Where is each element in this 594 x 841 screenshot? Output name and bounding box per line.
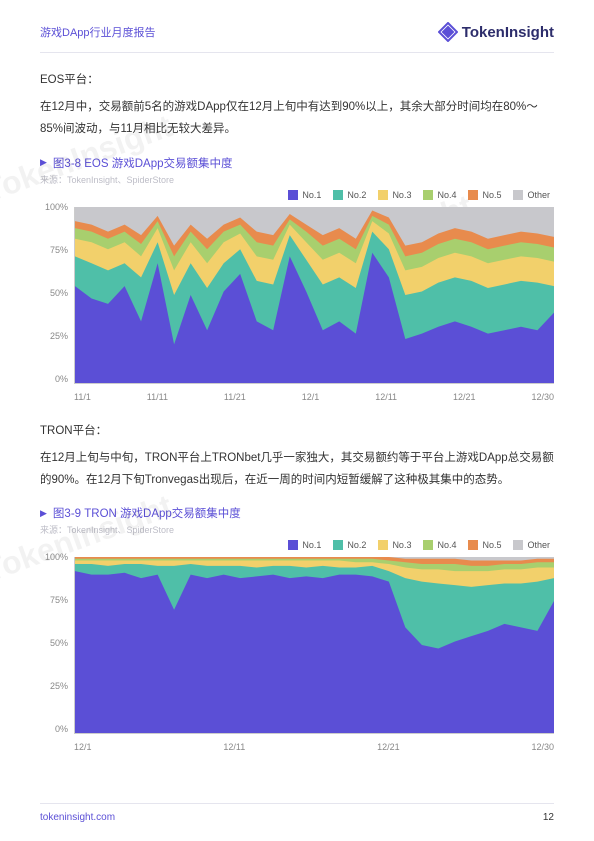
chart-tron-legend: No.1 No.2 No.3 No.4 No.5 Other [40,540,554,550]
axis-tick: 0% [40,374,68,384]
doc-title: 游戏DApp行业月度报告 [40,24,156,40]
tron-section-para: 在12月上旬与中旬，TRON平台上TRONbet几乎一家独大，其交易额约等于平台… [40,448,554,492]
chart-eos-source: 来源：TokenInsight、SpiderStore [40,173,554,186]
axis-tick: 100% [40,202,68,212]
page-header: 游戏DApp行业月度报告 TokenInsight [0,0,594,52]
legend-label: No.3 [392,190,411,200]
legend-item: No.2 [333,540,366,550]
axis-tick: 12/1 [74,742,92,752]
legend-swatch [468,540,478,550]
axis-tick: 12/11 [223,742,245,752]
chart-eos-xaxis: 11/1 11/11 11/21 12/1 12/11 12/21 12/30 [74,392,554,402]
chart-eos-yaxis: 100% 75% 50% 25% 0% [40,202,72,384]
legend-swatch [378,540,388,550]
legend-label: No.3 [392,540,411,550]
axis-tick: 25% [40,331,68,341]
legend-label: No.2 [347,540,366,550]
chart-tron-source: 来源：TokenInsight、SpiderStore [40,523,554,536]
axis-tick: 12/1 [302,392,320,402]
legend-item: No.5 [468,190,501,200]
legend-label: No.4 [437,540,456,550]
legend-item: Other [513,190,550,200]
axis-tick: 25% [40,681,68,691]
axis-tick: 12/30 [531,742,554,752]
chart-tron-title-text: 图3-9 TRON 游戏DApp交易额集中度 [53,505,241,521]
chart-eos-legend: No.1 No.2 No.3 No.4 No.5 Other [40,190,554,200]
chart-tron-plot [74,557,554,734]
chart-tron-xaxis: 12/1 12/11 12/21 12/30 [74,742,554,752]
axis-tick: 12/21 [453,392,476,402]
legend-swatch [513,540,523,550]
chart-eos-title-text: 图3-8 EOS 游戏DApp交易额集中度 [53,155,233,171]
logo-diamond-icon [438,22,458,42]
legend-swatch [423,190,433,200]
header-divider [40,52,554,53]
axis-tick: 0% [40,724,68,734]
footer-site: tokeninsight.com [40,812,115,823]
brand-logo: TokenInsight [438,22,554,42]
axis-tick: 12/21 [377,742,400,752]
legend-label: No.5 [482,540,501,550]
axis-tick: 11/1 [74,392,91,402]
chart-eos-title: ▶ 图3-8 EOS 游戏DApp交易额集中度 [40,155,554,171]
legend-swatch [513,190,523,200]
legend-swatch [288,540,298,550]
legend-item: No.1 [288,190,321,200]
legend-label: Other [527,190,550,200]
chart-eos-plot [74,207,554,384]
legend-label: No.2 [347,190,366,200]
legend-swatch [423,540,433,550]
legend-item: No.3 [378,190,411,200]
triangle-bullet-icon: ▶ [40,157,47,168]
tron-section-label: TRON平台： [40,422,554,438]
legend-item: No.3 [378,540,411,550]
axis-tick: 75% [40,245,68,255]
chart-eos: 100%75%50%25%0% 11/111/1111/2112/112/111… [40,202,554,402]
legend-swatch [468,190,478,200]
eos-section-label: EOS平台： [40,71,554,87]
axis-tick: 100% [40,552,68,562]
legend-item: No.5 [468,540,501,550]
legend-item: Other [513,540,550,550]
axis-tick: 12/11 [375,392,397,402]
legend-item: No.4 [423,190,456,200]
legend-label: No.1 [302,190,321,200]
legend-label: No.4 [437,190,456,200]
chart-tron-yaxis: 100% 75% 50% 25% 0% [40,552,72,734]
axis-tick: 12/30 [531,392,554,402]
chart-tron-title: ▶ 图3-9 TRON 游戏DApp交易额集中度 [40,505,554,521]
legend-label: Other [527,540,550,550]
axis-tick: 75% [40,595,68,605]
legend-item: No.4 [423,540,456,550]
page-footer: tokeninsight.com 12 [40,803,554,823]
axis-tick: 11/11 [147,392,168,402]
axis-tick: 11/21 [224,392,246,402]
chart-tron: 100% 75% 50% 25% 0% 12/1 12/11 12/21 12/30 [40,552,554,752]
triangle-bullet-icon: ▶ [40,508,47,519]
logo-text: TokenInsight [462,24,554,41]
legend-swatch [333,190,343,200]
legend-label: No.5 [482,190,501,200]
legend-label: No.1 [302,540,321,550]
axis-tick: 50% [40,638,68,648]
eos-section-para: 在12月中，交易额前5名的游戏DApp仅在12月上旬中有达到90%以上，其余大部… [40,97,554,141]
legend-swatch [333,540,343,550]
legend-swatch [378,190,388,200]
axis-tick: 50% [40,288,68,298]
legend-item: No.2 [333,190,366,200]
legend-swatch [288,190,298,200]
footer-page-number: 12 [543,812,554,823]
legend-item: No.1 [288,540,321,550]
